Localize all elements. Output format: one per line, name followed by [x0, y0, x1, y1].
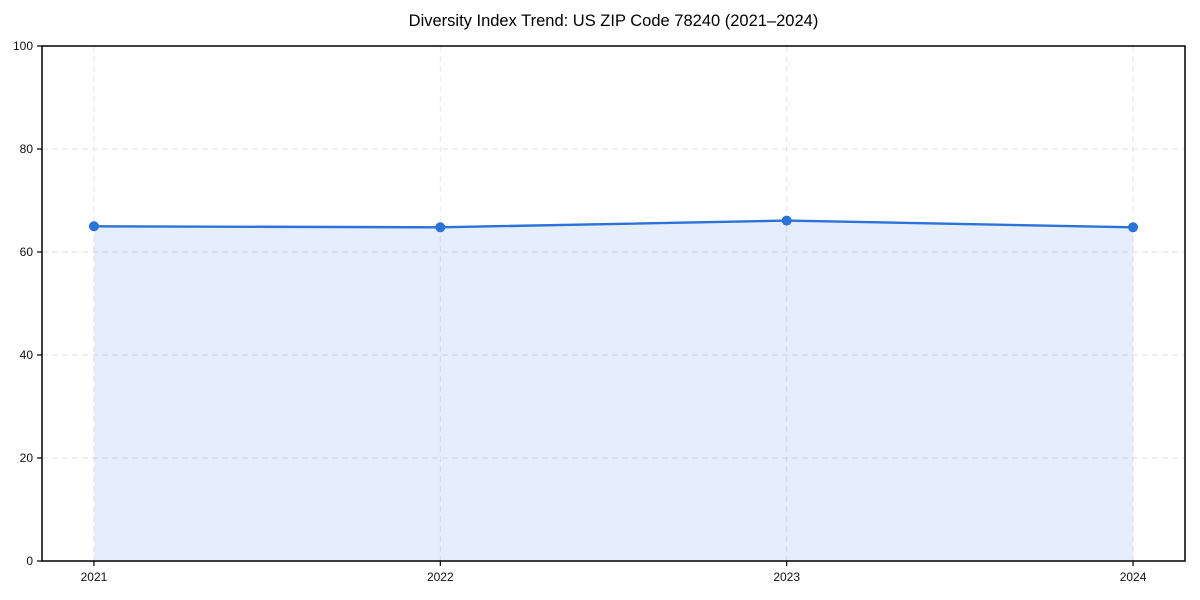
chart-title: Diversity Index Trend: US ZIP Code 78240…: [408, 12, 819, 30]
data-point-marker: [88, 221, 99, 232]
y-axis-tick-label: 80: [20, 142, 34, 156]
data-point-marker: [435, 222, 446, 233]
data-point-marker: [781, 215, 792, 226]
y-axis-tick-label: 100: [13, 39, 33, 53]
y-axis-tick-label: 20: [20, 451, 34, 465]
trend-line: [93, 219, 1134, 229]
x-axis-tick-label: 2021: [81, 570, 108, 584]
data-point-marker: [1128, 222, 1139, 233]
y-axis-tick-label: 60: [20, 245, 34, 259]
x-axis-tick-label: 2024: [1120, 570, 1147, 584]
plot-border: [41, 45, 1186, 562]
x-axis-tick-label: 2023: [773, 570, 800, 584]
x-axis-tick-label: 2022: [427, 570, 454, 584]
y-axis-tick-label: 40: [20, 348, 34, 362]
area-fill: [94, 220, 1133, 561]
y-axis-tick-label: 0: [26, 554, 33, 568]
